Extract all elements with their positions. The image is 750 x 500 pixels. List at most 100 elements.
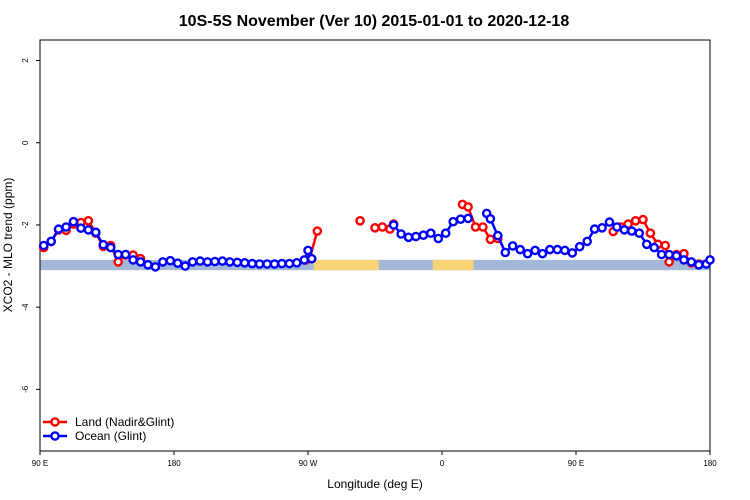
series-1-point-2-18 xyxy=(612,222,622,232)
series-1-point-2-3 xyxy=(500,247,511,258)
legend: Land (Nadir&Glint)Ocean (Glint) xyxy=(43,415,174,443)
series-1-point-2-23 xyxy=(649,242,660,253)
series-1-point-0-12 xyxy=(128,255,138,265)
y-tick-label-2: -2 xyxy=(21,221,30,229)
x-tick-label-1: 180 xyxy=(167,459,181,468)
series-1-point-0-14 xyxy=(143,259,153,270)
y-tick-label-3: -4 xyxy=(21,303,30,311)
series-1-point-1-2 xyxy=(403,232,414,243)
series-1-point-0-27 xyxy=(239,257,250,268)
series-1-point-1-8 xyxy=(448,216,459,227)
series-1-point-0-18 xyxy=(172,258,183,269)
series-0-point-0-6 xyxy=(83,215,94,226)
x-tick-label-4: 90 E xyxy=(568,459,584,468)
series-1-point-0-23 xyxy=(210,256,220,267)
series-1-point-2-25 xyxy=(664,249,674,260)
series-0-point-4-1 xyxy=(463,202,473,212)
series-1-point-2-8 xyxy=(537,248,548,259)
series-0-point-5-3 xyxy=(630,215,641,226)
series-0-point-0-10 xyxy=(113,257,123,267)
series-1-point-0-26 xyxy=(232,257,243,268)
series-1-point-2-21 xyxy=(634,228,645,238)
series-1-point-0-28 xyxy=(247,258,257,269)
legend-label-1: Ocean (Glint) xyxy=(75,429,146,443)
series-1-point-2-14 xyxy=(582,236,593,247)
series-1-point-1-6 xyxy=(433,233,444,244)
series-1-point-1-5 xyxy=(425,228,436,238)
series-1-point-2-16 xyxy=(597,222,607,233)
series-0-point-2-0 xyxy=(355,215,365,226)
series-1-point-1-9 xyxy=(455,214,466,224)
series-1-point-0-4 xyxy=(68,216,79,227)
series-1-point-0-6 xyxy=(83,225,94,235)
series-1-point-1-4 xyxy=(418,230,429,240)
series-1-point-2-2 xyxy=(492,230,503,241)
series-1-point-2-19 xyxy=(619,225,630,235)
x-tick-label-0: 90 E xyxy=(32,459,48,468)
series-1 xyxy=(38,208,715,272)
series-1-point-2-24 xyxy=(656,249,667,260)
series-1-point-0-7 xyxy=(91,227,101,238)
plot-frame xyxy=(39,39,711,452)
series-1-point-2-11 xyxy=(560,245,570,256)
series-1-point-0-19 xyxy=(180,261,190,271)
chart-title: 10S-5S November (Ver 10) 2015-01-01 to 2… xyxy=(179,13,570,30)
series-0-point-3-0 xyxy=(370,222,380,233)
legend-marker-0 xyxy=(50,417,60,427)
series-1-point-0-29 xyxy=(254,259,265,269)
series-1-point-0-17 xyxy=(165,255,176,266)
series-1-point-0-11 xyxy=(120,249,131,260)
y-tick-label-0: 2 xyxy=(21,58,30,63)
series-1-point-1-1 xyxy=(396,229,406,239)
series-1-point-0-32 xyxy=(277,258,287,269)
series-1-point-0-34 xyxy=(291,257,302,268)
series-1-point-2-27 xyxy=(679,255,689,265)
series-1-point-2-29 xyxy=(694,259,704,270)
series-1-point-0-16 xyxy=(157,257,168,267)
series-0-point-5-4 xyxy=(638,214,648,225)
series-0-point-3-1 xyxy=(377,222,388,232)
series-1-point-0-31 xyxy=(269,259,280,269)
series-1-point-2-20 xyxy=(627,226,637,236)
series-1-point-2-7 xyxy=(530,245,540,256)
series-1-point-0-37 xyxy=(306,253,317,264)
series-1-point-2-5 xyxy=(515,244,526,255)
series-0-point-4-4 xyxy=(485,234,496,245)
y-axis-label: XCO2 - MLO trend (ppm) xyxy=(1,178,15,313)
series-1-point-1-3 xyxy=(411,231,421,242)
series-0-point-5-7 xyxy=(660,240,671,251)
series-1-point-2-28 xyxy=(686,257,697,267)
series-1-point-0-15 xyxy=(150,262,161,272)
series-1-point-2-13 xyxy=(574,241,585,252)
series-1-point-0-3 xyxy=(61,222,71,232)
series-1-point-0-35 xyxy=(299,255,310,265)
series-1-point-1-0 xyxy=(388,220,399,230)
x-tick-label-3: 0 xyxy=(440,459,445,468)
y-tick-label-4: -6 xyxy=(21,385,30,393)
series-1-point-2-6 xyxy=(522,248,533,259)
series-0-point-4-3 xyxy=(478,222,488,232)
series-1-point-0-36 xyxy=(303,245,313,256)
legend-label-0: Land (Nadir&Glint) xyxy=(75,415,174,429)
series-1-point-0-20 xyxy=(187,257,198,267)
series-1-point-0-0 xyxy=(38,240,49,251)
series-1-point-2-1 xyxy=(485,213,496,224)
y-tick-label-1: 0 xyxy=(21,140,30,145)
series-0-point-5-5 xyxy=(645,228,656,238)
series-1-point-1-7 xyxy=(440,228,451,238)
x-tick-label-2: 90 W xyxy=(299,459,318,468)
series-1-point-0-9 xyxy=(105,242,116,253)
series-1-point-0-13 xyxy=(135,257,146,267)
series-1-point-1-10 xyxy=(463,213,473,224)
series-1-point-2-12 xyxy=(567,248,578,258)
series-1-point-0-25 xyxy=(224,257,235,267)
x-axis-label: Longitude (deg E) xyxy=(327,477,422,491)
series-1-point-0-30 xyxy=(262,259,272,269)
series-1-point-0-24 xyxy=(217,256,228,266)
land-band-1 xyxy=(432,259,474,271)
x-tick-label-5: 180 xyxy=(703,459,717,468)
series-1-point-2-10 xyxy=(552,244,563,255)
series-1-point-0-10 xyxy=(113,249,123,260)
series-1-point-2-17 xyxy=(604,217,615,227)
series-1-point-0-33 xyxy=(284,258,295,269)
